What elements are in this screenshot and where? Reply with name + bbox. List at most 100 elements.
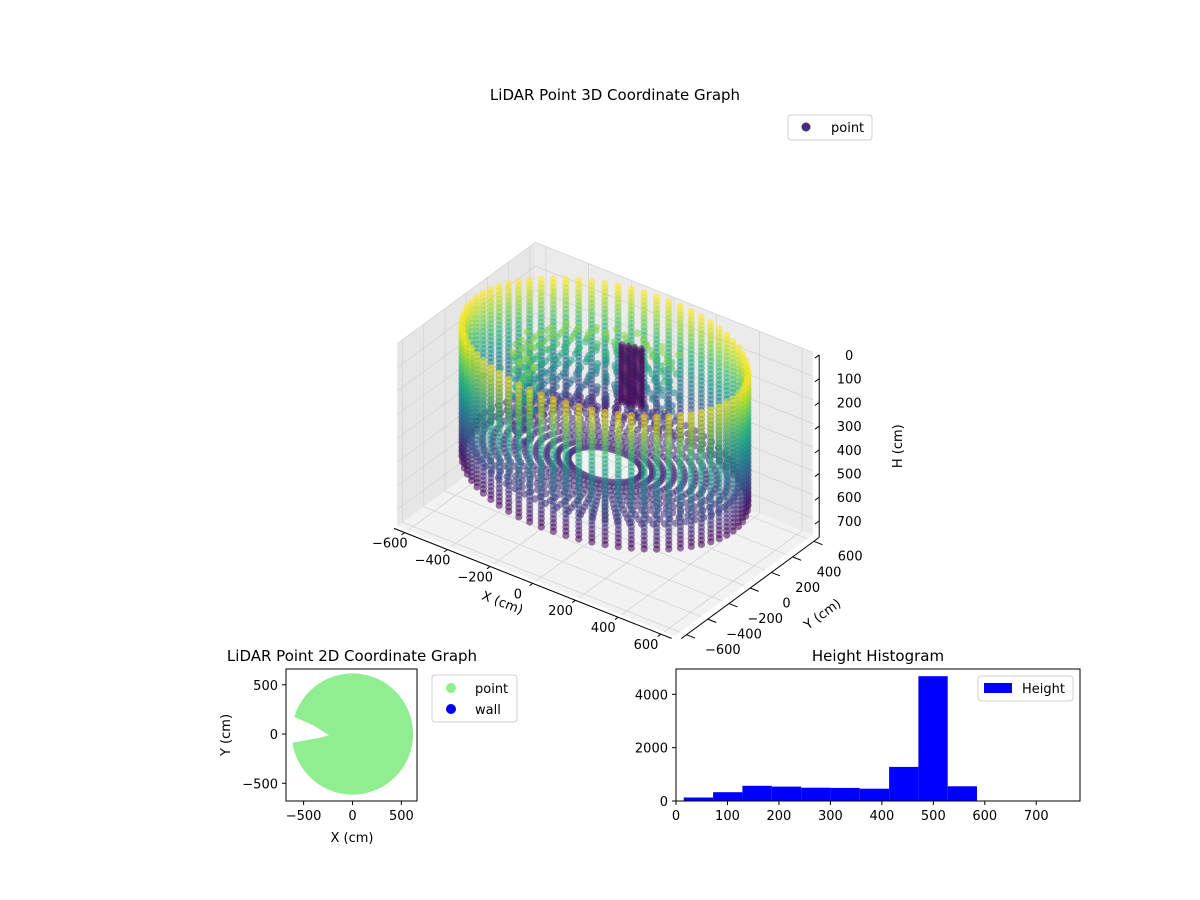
point-3d: [668, 402, 676, 410]
point-3d: [585, 394, 593, 402]
point-3d: [676, 544, 685, 552]
point-3d: [536, 340, 544, 348]
point-3d: [648, 352, 656, 360]
point-3d: [529, 336, 538, 344]
point-3d: [687, 542, 695, 551]
point-3d: [715, 535, 723, 543]
tick-y: [707, 618, 717, 623]
tick-label-2d-y: 500: [253, 679, 278, 694]
point-3d: [646, 424, 654, 432]
tick-z: [814, 401, 820, 406]
point-3d: [495, 501, 503, 509]
chart-2d: LiDAR Point 2D Coordinate Graph −500 0 500…: [219, 647, 518, 846]
point-3d: [620, 331, 629, 339]
point-3d: [538, 359, 547, 368]
tick-z: [814, 378, 820, 383]
tick-label-hist-x: 0: [672, 809, 680, 824]
point-3d: [592, 323, 601, 331]
point-3d: [567, 356, 575, 364]
point-3d: [631, 400, 639, 409]
point-3d: [556, 409, 564, 417]
tick-label-x: 400: [591, 621, 616, 636]
histogram-frame: [675, 668, 1081, 802]
point-3d: [537, 523, 545, 531]
tick-x: [657, 633, 662, 637]
point-3d: [618, 398, 626, 406]
tick-label-x: 0: [514, 587, 522, 602]
tick-y: [728, 603, 738, 608]
point-3d: [585, 371, 594, 379]
point-3d: [637, 402, 645, 410]
point-3d: [667, 365, 676, 373]
point-3d: [627, 544, 635, 552]
point-3d: [530, 363, 538, 371]
tick-label-hist-x: 300: [818, 809, 843, 824]
tick-label-z: 500: [837, 468, 862, 483]
point-3d: [473, 483, 481, 491]
point-3d: [614, 543, 622, 551]
point-3d: [518, 375, 526, 383]
point-3d: [611, 381, 619, 389]
chart-2d-legend-point-marker: [446, 683, 456, 693]
point-3d: [553, 340, 561, 348]
histogram-ticks: 0 100 200 300 400 500 600 700 0 2000 4000: [635, 688, 1049, 824]
point-cloud-notch: [286, 713, 330, 744]
chart-2d-legend-point-label: point: [475, 682, 508, 697]
point-3d: [668, 359, 676, 367]
tick-label-hist-y: 2000: [635, 742, 668, 757]
point-3d: [509, 365, 517, 373]
chart-2d-ticks: −500 0 500 −500 0 500: [242, 679, 413, 824]
tick-y: [792, 556, 802, 561]
chart-3d-ylabel: Y (cm): [801, 596, 845, 633]
tick-x: [401, 532, 405, 536]
tick-label-2d-x: −500: [286, 809, 322, 824]
point-3d: [655, 387, 663, 395]
tick-z: [814, 473, 820, 477]
point-3d: [653, 545, 661, 553]
tick-label-hist-x: 200: [767, 809, 792, 824]
point-3d: [648, 395, 656, 403]
histogram-legend-label: Height: [1022, 682, 1065, 697]
point-3d: [661, 373, 669, 381]
tick-x: [443, 549, 448, 553]
histogram-title: Height Histogram: [812, 647, 944, 665]
point-3d: [654, 381, 662, 389]
tick-label-y: 600: [838, 550, 863, 565]
point-3d: [561, 346, 569, 354]
point-3d: [520, 471, 528, 479]
tick-label-y: 400: [817, 565, 842, 580]
point-3d: [656, 362, 664, 370]
series-point: [286, 673, 414, 795]
point-3d: [640, 545, 648, 553]
point-3d: [560, 326, 568, 334]
tick-z: [814, 449, 820, 454]
point-3d: [548, 330, 557, 339]
point-3d: [582, 409, 590, 417]
chart-3d-title: LiDAR Point 3D Coordinate Graph: [490, 86, 740, 104]
point-3d: [575, 535, 583, 543]
point-3d: [602, 329, 610, 337]
tick-label-hist-x: 100: [715, 809, 740, 824]
tick-label-hist-x: 400: [869, 809, 894, 824]
tick-y: [771, 571, 781, 577]
grid-back-z: [535, 242, 813, 353]
point-3d: [535, 374, 543, 383]
point-3d: [575, 324, 583, 332]
point-3d: [561, 389, 569, 397]
tick-label-y: −400: [726, 628, 762, 643]
tick-label-z: 0: [845, 349, 853, 364]
point-3d: [548, 373, 556, 381]
point-3d: [593, 383, 601, 391]
histogram: Height Histogram 0 100 200 300 400 500 600 7000…: [635, 647, 1081, 824]
point-3d: [594, 421, 602, 430]
point-3d: [645, 366, 653, 374]
tick-label-x: −600: [372, 537, 408, 552]
point-3d: [643, 385, 651, 393]
point-3d: [570, 396, 578, 404]
chart-2d-legend-wall-marker: [446, 704, 456, 714]
point-3d: [594, 360, 602, 368]
chart-3d-legend: point: [787, 114, 873, 141]
chart-3d-zlabel: H (cm): [891, 424, 906, 468]
